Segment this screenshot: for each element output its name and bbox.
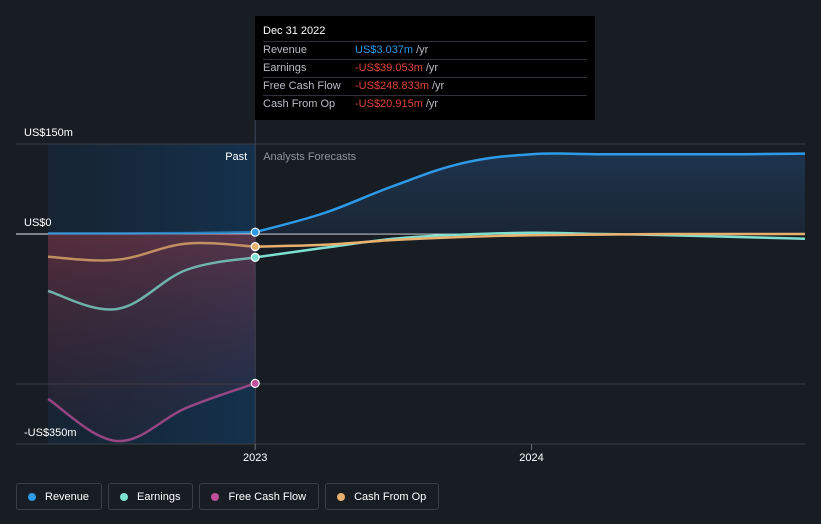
tooltip-label: Earnings xyxy=(263,62,307,74)
tooltip-unit: /yr xyxy=(432,80,445,92)
y-tick-label: US$150m xyxy=(24,127,73,139)
revenue-line-past xyxy=(47,230,256,235)
past-label: Past xyxy=(225,151,247,163)
tooltip-label: Cash From Op xyxy=(263,98,336,110)
tooltip-row-cash-from-op: Cash From Op -US$20.915m /yr xyxy=(263,96,587,113)
legend-item-free-cash-flow[interactable]: Free Cash Flow xyxy=(199,483,320,510)
legend: Revenue Earnings Free Cash Flow Cash Fro… xyxy=(16,483,440,510)
earnings-dot-icon xyxy=(120,492,129,501)
tooltip: Dec 31 2022 Revenue US$3.037m /yr Earnin… xyxy=(255,16,595,120)
legend-label: Earnings xyxy=(137,490,181,503)
cash-from-op-dot-icon xyxy=(337,492,346,501)
revenue-line-forecast xyxy=(254,152,806,234)
legend-label: Free Cash Flow xyxy=(228,490,307,503)
tooltip-unit: /yr xyxy=(425,98,439,110)
earnings-line-past xyxy=(47,256,256,311)
tooltip-row-revenue: Revenue US$3.037m /yr xyxy=(263,42,587,60)
free-cash-flow-point xyxy=(250,378,260,388)
cash-from-op-point xyxy=(250,242,260,252)
x-tick-label: 2024 xyxy=(519,452,543,464)
legend-item-cash-from-op[interactable]: Cash From Op xyxy=(325,483,440,510)
cash-from-op-line-forecast xyxy=(255,232,805,248)
tooltip-label: Free Cash Flow xyxy=(263,80,341,92)
tooltip-unit: /yr xyxy=(425,62,439,74)
free-cash-flow-line-past xyxy=(47,382,256,443)
tooltip-value: -US$39.053m xyxy=(355,62,423,74)
legend-item-earnings[interactable]: Earnings xyxy=(108,483,194,510)
y-tick-label: -US$350m xyxy=(24,427,77,439)
tooltip-value: -US$20.915m xyxy=(355,98,423,110)
tooltip-value: US$3.037m xyxy=(355,44,414,56)
x-tick-label: 2023 xyxy=(243,452,267,464)
earnings-point xyxy=(250,252,260,262)
revenue-area xyxy=(255,153,806,234)
legend-item-revenue[interactable]: Revenue xyxy=(16,483,103,510)
legend-label: Revenue xyxy=(45,490,90,503)
tooltip-row-earnings: Earnings -US$39.053m /yr xyxy=(263,60,587,78)
forecast-label: Analysts Forecasts xyxy=(263,151,356,163)
y-tick-label: US$0 xyxy=(24,217,52,229)
revenue-point xyxy=(250,227,260,237)
tooltip-date: Dec 31 2022 xyxy=(263,24,587,42)
tooltip-label: Revenue xyxy=(263,44,308,56)
tooltip-unit: /yr xyxy=(416,44,429,56)
legend-label: Cash From Op xyxy=(354,490,427,503)
cash-from-op-line-past xyxy=(47,241,256,262)
past-loss-area xyxy=(48,234,256,442)
tooltip-row-free-cash-flow: Free Cash Flow -US$248.833m /yr xyxy=(263,78,587,96)
earnings-line-forecast xyxy=(255,231,806,259)
tooltip-value: -US$248.833m xyxy=(355,80,429,92)
revenue-dot-icon xyxy=(28,492,36,501)
free-cash-flow-dot-icon xyxy=(211,492,220,501)
